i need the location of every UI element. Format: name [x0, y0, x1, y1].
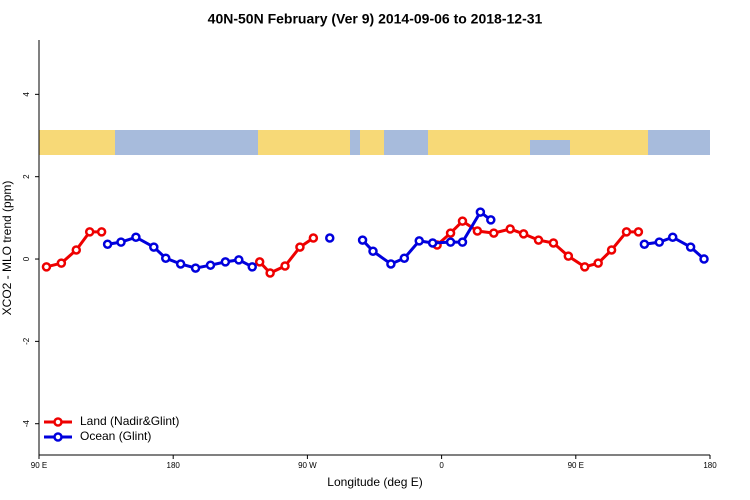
data-point: [71, 245, 82, 255]
data-point: [160, 253, 171, 263]
data-point: [295, 242, 305, 252]
x-tick-label: 90 W: [298, 461, 317, 470]
data-point: [96, 227, 107, 237]
data-point: [579, 262, 590, 272]
y-tick-label: -4: [22, 420, 31, 428]
legend-marker: [53, 417, 63, 427]
data-point: [308, 233, 319, 243]
data-point: [234, 255, 244, 265]
y-tick-label: 2: [22, 174, 31, 179]
y-tick-label: -2: [22, 337, 31, 345]
legend-label: Ocean (Glint): [80, 429, 151, 443]
data-point: [386, 259, 396, 269]
data-point: [445, 237, 456, 247]
data-point: [220, 257, 231, 267]
data-point: [457, 237, 468, 247]
data-point: [621, 227, 632, 237]
chart-title: 40N-50N February (Ver 9) 2014-09-06 to 2…: [208, 11, 543, 27]
data-point: [247, 262, 257, 272]
data-point: [699, 254, 709, 264]
data-point: [357, 235, 368, 245]
map-ocean: [530, 140, 570, 155]
data-point: [325, 233, 335, 243]
data-point: [606, 245, 617, 255]
data-point: [593, 258, 603, 268]
data-point: [457, 216, 468, 226]
data-point: [254, 257, 265, 267]
legend-marker: [53, 432, 63, 442]
data-point: [489, 228, 499, 238]
data-point: [486, 215, 496, 225]
data-point: [667, 232, 678, 242]
data-point: [116, 237, 126, 247]
data-point: [414, 236, 424, 246]
y-tick-label: 4: [22, 92, 31, 97]
data-point: [505, 224, 515, 234]
data-point: [205, 260, 216, 270]
x-tick-label: 180: [167, 461, 181, 470]
legend-label: Land (Nadir&Glint): [80, 414, 179, 428]
map-land: [258, 130, 350, 155]
x-tick-label: 0: [439, 461, 444, 470]
data-point: [280, 261, 290, 271]
world-map-band: [39, 130, 710, 155]
data-point: [654, 237, 665, 247]
data-point: [84, 227, 95, 237]
series-line: [46, 219, 639, 275]
data-point: [265, 268, 275, 278]
data-point: [190, 263, 201, 273]
x-tick-label: 90 E: [568, 461, 584, 470]
data-point: [41, 262, 52, 272]
map-land: [360, 130, 384, 155]
y-tick-label: 0: [22, 256, 31, 261]
data-point: [445, 228, 456, 238]
data-point: [427, 238, 438, 248]
x-axis-label: Longitude (deg E): [327, 475, 422, 489]
data-point: [399, 253, 410, 263]
data-point: [149, 242, 159, 252]
x-tick-label: 180: [703, 461, 717, 470]
data-point: [518, 229, 529, 239]
data-point: [56, 258, 67, 268]
data-point: [563, 251, 574, 261]
data-point: [472, 226, 483, 236]
data-point: [102, 239, 113, 249]
map-land: [39, 130, 115, 155]
y-axis-label: XCO2 - MLO trend (ppm): [0, 181, 14, 316]
data-point: [475, 207, 486, 217]
data-point: [548, 238, 559, 248]
data-point: [685, 242, 696, 252]
x-tick-label: 90 E: [31, 461, 47, 470]
data-point: [368, 246, 378, 256]
data-point: [175, 259, 186, 269]
data-point: [131, 232, 141, 242]
data-point: [533, 235, 544, 245]
data-point: [639, 239, 650, 249]
data-point: [633, 227, 644, 237]
